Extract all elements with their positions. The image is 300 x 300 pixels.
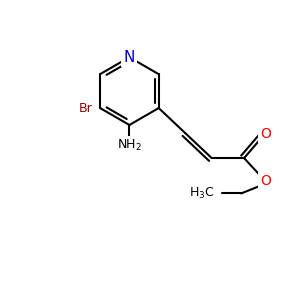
Text: H$_3$C: H$_3$C bbox=[189, 186, 215, 201]
Text: Br: Br bbox=[79, 101, 93, 115]
Text: N: N bbox=[124, 50, 135, 65]
Text: NH$_2$: NH$_2$ bbox=[117, 138, 142, 153]
Text: O: O bbox=[260, 174, 271, 188]
Text: O: O bbox=[260, 127, 271, 141]
